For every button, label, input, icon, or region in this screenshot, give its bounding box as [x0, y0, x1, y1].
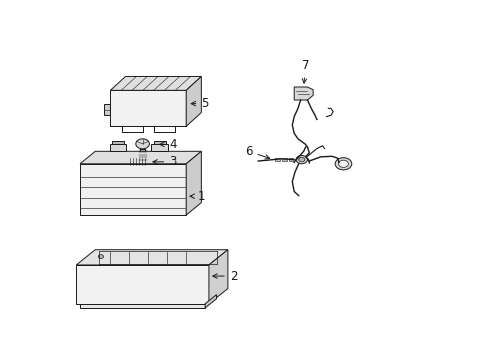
- Polygon shape: [205, 294, 216, 308]
- Circle shape: [298, 157, 304, 162]
- Text: 4: 4: [160, 138, 176, 151]
- Polygon shape: [80, 151, 201, 164]
- Polygon shape: [140, 149, 145, 158]
- Polygon shape: [80, 164, 186, 215]
- Text: 1: 1: [190, 190, 204, 203]
- Polygon shape: [294, 87, 312, 100]
- Polygon shape: [127, 157, 148, 166]
- Circle shape: [338, 160, 347, 167]
- Polygon shape: [151, 144, 168, 151]
- Text: 7: 7: [301, 59, 309, 83]
- Polygon shape: [153, 141, 165, 144]
- Circle shape: [98, 255, 103, 258]
- Polygon shape: [186, 151, 201, 215]
- Polygon shape: [110, 76, 201, 90]
- Text: 6: 6: [244, 145, 269, 159]
- Polygon shape: [76, 250, 227, 265]
- Polygon shape: [186, 76, 201, 126]
- Polygon shape: [132, 159, 143, 164]
- Circle shape: [296, 156, 307, 164]
- Text: 2: 2: [212, 270, 237, 283]
- Polygon shape: [112, 141, 124, 144]
- Circle shape: [334, 158, 351, 170]
- Text: 3: 3: [153, 156, 176, 168]
- Polygon shape: [80, 304, 205, 308]
- Polygon shape: [282, 158, 286, 161]
- Polygon shape: [110, 90, 186, 126]
- Text: 5: 5: [191, 97, 208, 110]
- Polygon shape: [288, 158, 293, 161]
- Polygon shape: [208, 250, 227, 304]
- Polygon shape: [103, 104, 110, 115]
- Polygon shape: [275, 158, 279, 161]
- Polygon shape: [109, 144, 126, 151]
- Circle shape: [136, 139, 149, 149]
- Polygon shape: [76, 265, 208, 304]
